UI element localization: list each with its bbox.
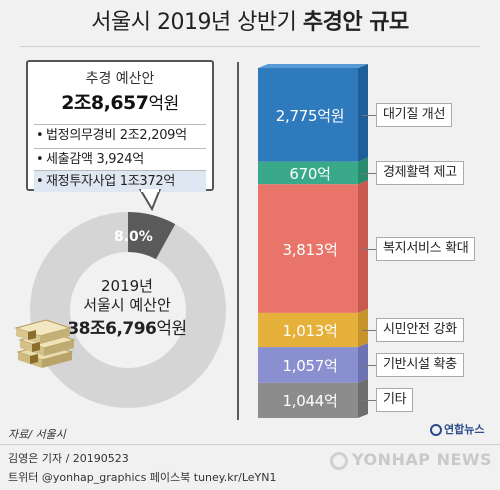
bar-segment-side-1 (358, 157, 368, 185)
segment-value-label: 1,044억 (282, 392, 338, 411)
label-connector (362, 173, 376, 174)
yonhap-watermark: YONHAP NEWS (330, 450, 492, 470)
watermark-icon (330, 451, 348, 470)
box-row-investment: • 재정투자사업 1조372억 (34, 170, 206, 192)
donut-total: 38조6,796억원 (62, 314, 192, 339)
box-total-unit: 억원 (148, 94, 180, 114)
bar-segment-side-4 (358, 343, 368, 383)
label-connector (362, 330, 376, 331)
budget-donut-chart (30, 212, 226, 408)
header-divider (20, 46, 480, 47)
label-connector (362, 365, 376, 366)
money-bundle-icon (14, 319, 76, 368)
source-note: 자료/ 서울시 (8, 428, 66, 441)
credit-reporter: 김영은 기자 / 20190523 (8, 452, 129, 465)
label-connector (362, 115, 376, 116)
bar-segment-side-0 (358, 64, 368, 162)
page-title: 서울시 2019년 상반기 추경안 규모 (0, 0, 500, 50)
vertical-divider (237, 62, 239, 420)
label-connector (362, 249, 376, 250)
yonhap-logo-text: 연합뉴스 (444, 423, 485, 436)
segment-value-label: 2,775억원 (275, 106, 345, 125)
box-row-mandatory: • 법정의무경비 2조2,209억 (34, 124, 206, 146)
category-label: 복지서비스 확대 (376, 236, 476, 261)
bar-segment-1 (258, 161, 358, 185)
bullet-icon: • (36, 128, 44, 143)
label-connector (362, 400, 376, 401)
supplementary-budget-box: 추경 예산안 2조8,657억원 • 법정의무경비 2조2,209억 • 세출감액 … (26, 60, 214, 192)
bar-segment-2 (258, 184, 358, 313)
watermark-text: YONHAP NEWS (352, 450, 493, 469)
donut-total-unit: 억원 (156, 319, 187, 339)
box-title: 추경 예산안 (85, 71, 155, 87)
box-row-text: 재정투자사업 1조372억 (46, 174, 175, 189)
segment-value-label: 1,013억 (282, 322, 338, 340)
credit-social: 트위터 @yonhap_graphics 페이스북 tuney.kr/LeYN1 (8, 471, 277, 484)
category-label: 기반시설 확충 (376, 352, 464, 377)
yonhap-logo-icon (430, 424, 442, 436)
bar-segment-5 (258, 382, 358, 418)
yonhap-logo: 연합뉴스 (430, 421, 484, 437)
bar-segment-side-3 (358, 308, 368, 348)
category-label: 대기질 개선 (376, 102, 453, 127)
bullet-icon: • (36, 152, 44, 167)
category-label: 경제활력 제고 (376, 160, 464, 185)
box-pointer (138, 189, 162, 211)
donut-name: 서울시 예산안 (83, 296, 171, 314)
box-row-reduction: • 세출감액 3,924억 (34, 148, 206, 170)
stacked-bar-chart (258, 64, 368, 418)
box-row-text: 세출감액 3,924억 (46, 152, 144, 167)
box-total: 2조8,657억원 (28, 88, 212, 115)
bar-segment-4 (258, 347, 358, 383)
bullet-icon: • (36, 174, 44, 189)
category-label: 시민안전 강화 (376, 318, 464, 342)
bar-segment-side-5 (358, 378, 368, 418)
bar-segment-side-2 (358, 180, 368, 313)
donut-total-value: 38조6,796 (67, 319, 157, 339)
box-total-value: 2조8,657 (61, 92, 149, 114)
bar-top-face (258, 64, 368, 68)
bar-segment-3 (258, 312, 358, 348)
title-bold: 추경안 규모 (302, 10, 409, 35)
footer-divider (0, 444, 500, 445)
donut-slice-supplementary (128, 212, 176, 260)
bar-segment-0 (258, 68, 358, 162)
category-label: 기타 (376, 388, 414, 413)
box-row-text: 법정의무경비 2조2,209억 (46, 128, 187, 143)
donut-percent-label: 8.0% (114, 229, 153, 245)
title-normal: 서울시 2019년 상반기 (91, 10, 303, 35)
donut-year: 2019년 (101, 277, 153, 295)
segment-value-label: 1,057억 (282, 356, 338, 375)
segment-value-label: 3,813억 (282, 240, 338, 259)
segment-value-label: 670억 (289, 164, 331, 183)
